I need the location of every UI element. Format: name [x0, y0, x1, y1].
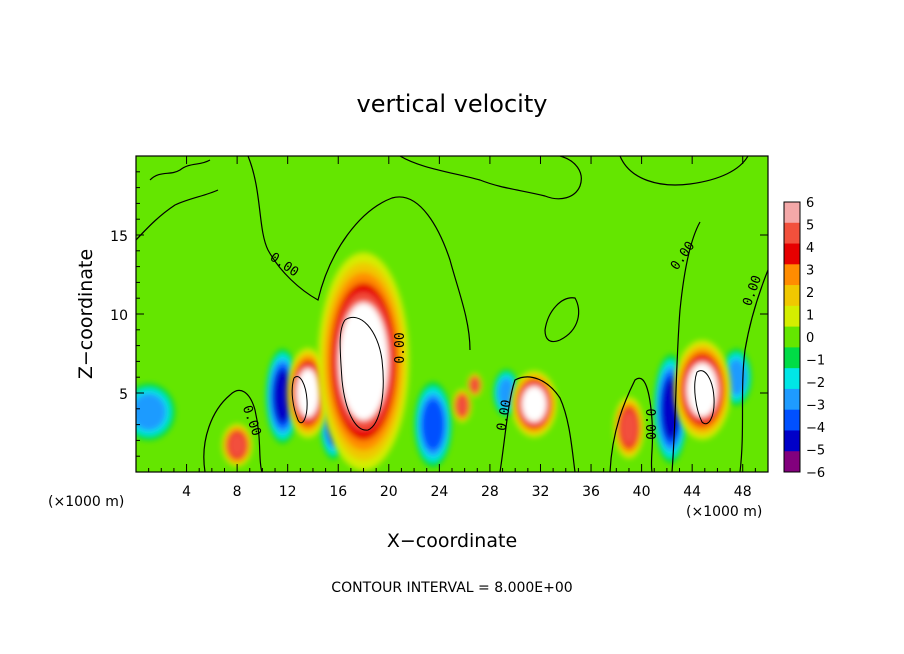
colorbar-label: −3 [806, 399, 825, 414]
y-tick-label: 15 [110, 229, 128, 245]
y-axis: 5 10 15 [110, 171, 768, 457]
zero-contour-line [136, 189, 219, 241]
colorbar-label: 1 [806, 309, 814, 324]
colorbar-label: −6 [806, 466, 825, 481]
downdraft-blob [136, 383, 176, 441]
x-tick-label: 28 [481, 484, 499, 500]
downdraft-level [726, 358, 747, 396]
zero-contour-line [149, 159, 211, 181]
x-tick-label: 4 [182, 484, 191, 500]
x-tick-label: 32 [532, 484, 550, 500]
y-axis-label: Z−coordinate [75, 249, 97, 379]
colorbar-label: −4 [806, 421, 825, 436]
velocity-field [136, 252, 752, 471]
downdraft-level [273, 369, 293, 423]
contour-interval-note: CONTOUR INTERVAL = 8.000E+00 [331, 580, 572, 596]
updraft-level [456, 396, 468, 415]
updraft-blob [318, 252, 410, 471]
colorbar-swatch [784, 368, 800, 390]
updraft-level [339, 302, 389, 421]
chart-title: vertical velocity [357, 90, 548, 118]
colorbar-swatch [784, 264, 800, 286]
x-tick-label: 40 [633, 484, 651, 500]
x-tick-label: 24 [430, 484, 448, 500]
contour-label: 0.00 [494, 399, 514, 432]
y-tick-label: 5 [119, 387, 128, 403]
contour-label: 0.00 [642, 408, 657, 439]
updraft-blob [452, 389, 472, 423]
zero-contour-line [291, 376, 308, 424]
updraft-blob [673, 340, 731, 440]
x-axis-label: X−coordinate [387, 530, 517, 552]
zero-contour-line [671, 221, 701, 472]
x-tick-label: 12 [279, 484, 297, 500]
x-axis: 4 8 12 16 20 24 28 32 36 40 44 48 [148, 156, 756, 500]
updraft-level [620, 410, 638, 446]
colorbar-swatch [784, 243, 800, 265]
zero-contour-line [399, 156, 582, 200]
updraft-blob [467, 373, 483, 397]
x-tick-label: 44 [683, 484, 701, 500]
colorbar-swatch [784, 347, 800, 369]
colorbar-swatch [784, 222, 800, 245]
colorbar-swatch [784, 326, 800, 348]
updraft-level [228, 433, 246, 458]
updraft-level [521, 386, 547, 422]
zero-contour-line [739, 269, 768, 472]
updraft-blob [613, 396, 645, 459]
colorbar-swatch [784, 430, 800, 452]
downdraft-level [421, 399, 445, 451]
zero-contour-line [247, 156, 471, 351]
x-tick-label: 16 [329, 484, 347, 500]
zero-contour-line [609, 377, 654, 472]
colorbar-swatch [784, 202, 800, 224]
x-unit-label-left: (×1000 m) [48, 494, 124, 510]
colorbar-swatch [784, 305, 800, 328]
y-tick-label: 10 [110, 308, 128, 324]
zero-contour-line [499, 376, 576, 472]
colorbar-label: −2 [806, 376, 825, 391]
colorbar-label: 2 [806, 286, 814, 301]
x-unit-label-right: (×1000 m) [686, 504, 762, 520]
colorbar-label: −5 [806, 444, 825, 459]
zero-contour-line [694, 370, 715, 425]
contour-label: 0.00 [393, 332, 408, 363]
updraft-level [296, 368, 320, 418]
x-tick-label: 8 [233, 484, 242, 500]
zero-contour-line [619, 156, 749, 186]
updraft-level [686, 363, 718, 417]
colorbar-swatch [784, 451, 800, 473]
colorbar-swatch [784, 409, 800, 431]
zero-contours [136, 156, 768, 472]
colorbar-label: 3 [806, 264, 814, 279]
colorbar-label: −1 [806, 354, 825, 369]
downdraft-blob [414, 381, 452, 468]
updraft-blob [221, 423, 253, 467]
zero-contour-line [203, 389, 263, 472]
x-tick-label: 36 [582, 484, 600, 500]
zero-contour-line [339, 317, 384, 431]
x-tick-label: 48 [734, 484, 752, 500]
updraft-level [470, 378, 480, 392]
colorbar-frame [783, 201, 801, 473]
updraft-blob [511, 370, 557, 438]
downdraft-level [136, 393, 167, 431]
plot-area: 0.00 0.00 0.00 0.00 0.00 0.00 0.00 [135, 155, 769, 473]
colorbar-label: 6 [806, 196, 814, 211]
colorbar: 6 5 4 3 2 1 0 −1 −2 −3 −4 −5 −6 [783, 196, 825, 481]
colorbar-label: 0 [806, 331, 814, 346]
colorbar-swatch [784, 388, 800, 411]
colorbar-label: 5 [806, 219, 814, 234]
zero-contour-line [544, 297, 580, 343]
x-tick-label: 20 [380, 484, 398, 500]
colorbar-label: 4 [806, 241, 814, 256]
colorbar-swatch [784, 285, 800, 307]
